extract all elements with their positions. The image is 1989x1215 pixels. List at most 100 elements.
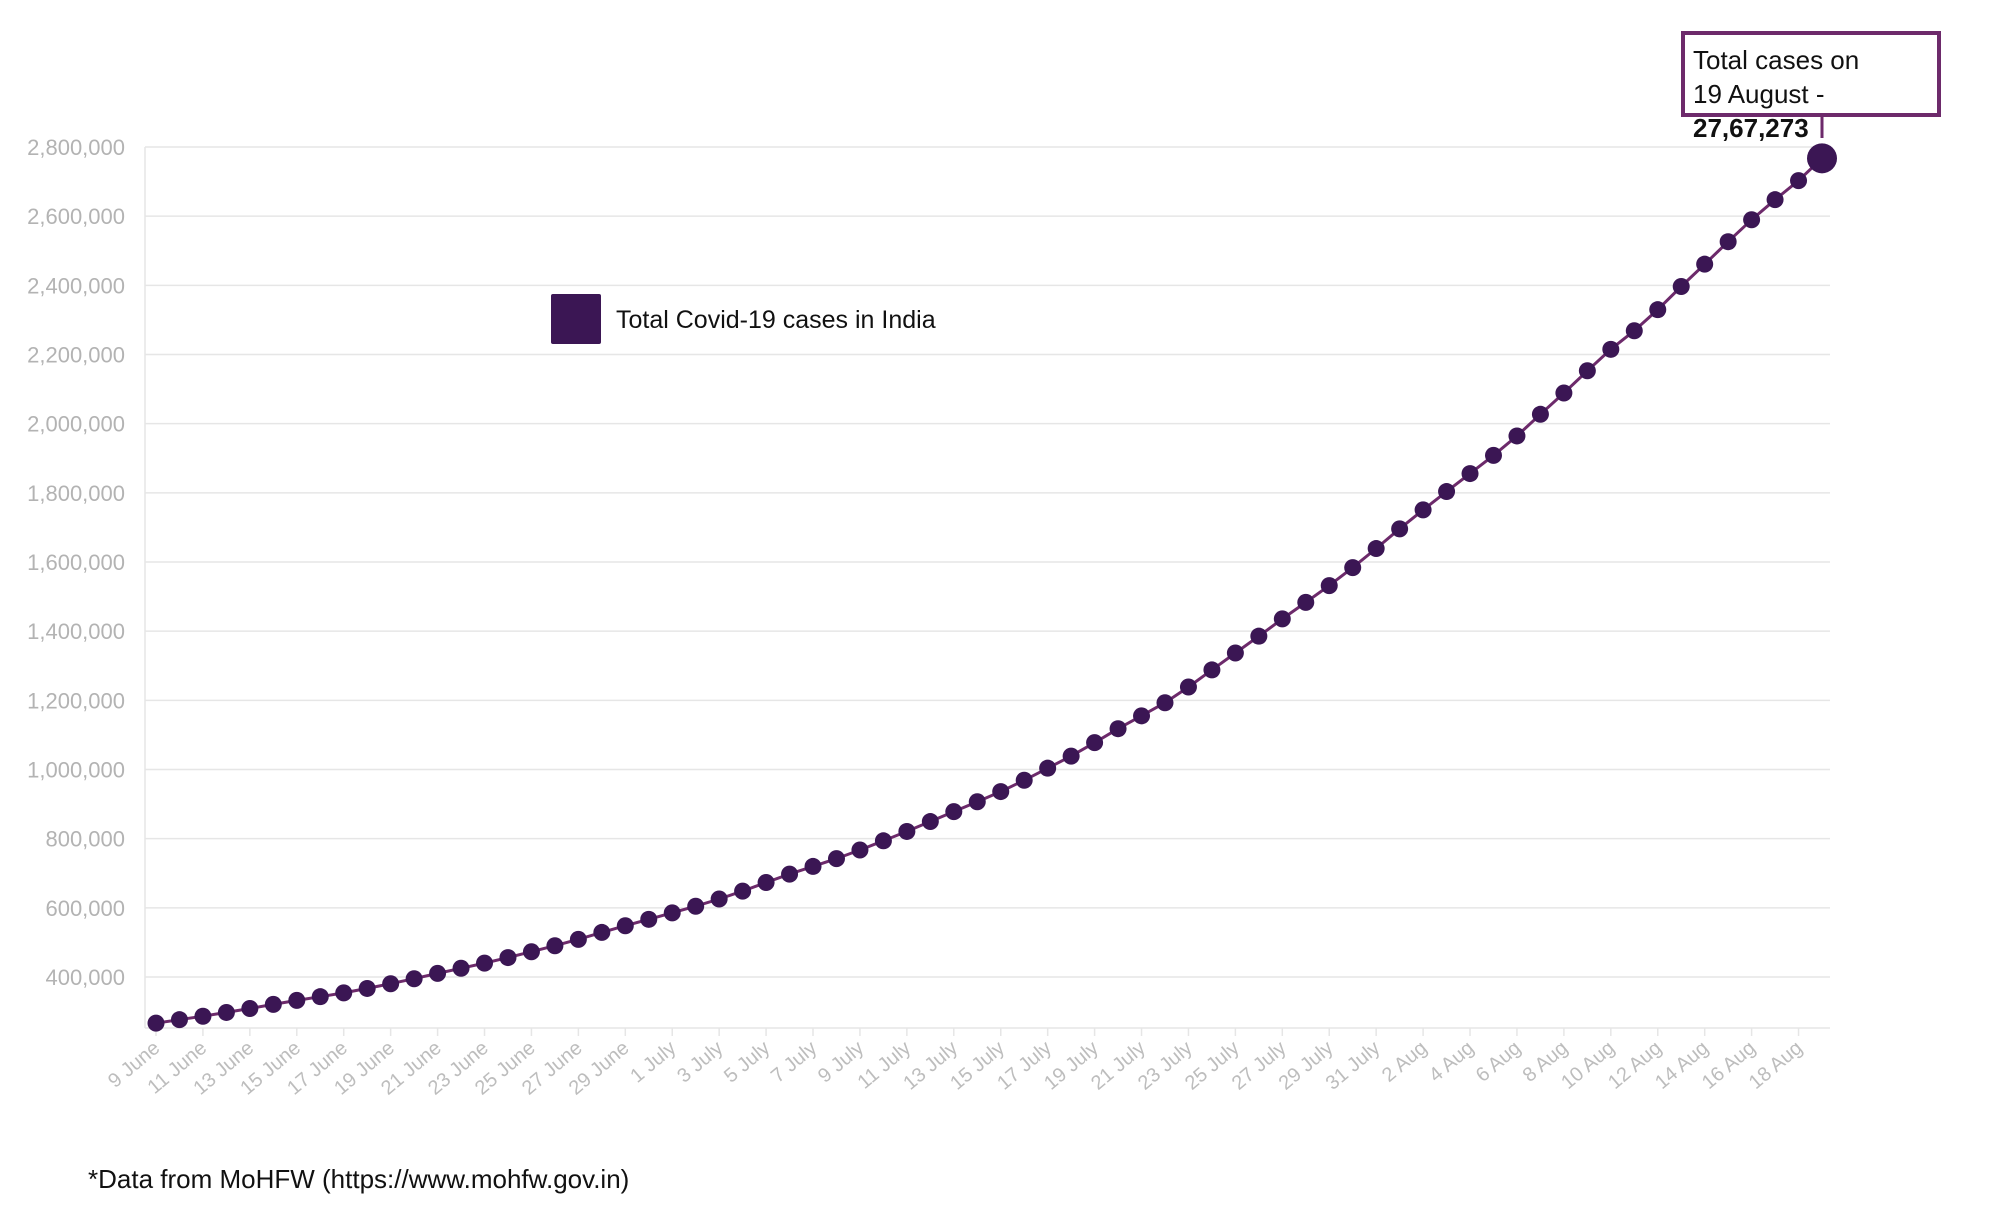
data-point bbox=[921, 813, 939, 831]
data-point bbox=[1555, 384, 1573, 402]
x-tick-label: 18 Aug bbox=[1745, 1037, 1807, 1094]
x-tick-label: 6 Aug bbox=[1472, 1037, 1525, 1087]
data-point bbox=[1508, 427, 1526, 445]
data-point bbox=[1719, 233, 1737, 251]
data-point bbox=[851, 841, 869, 859]
data-point bbox=[147, 1014, 165, 1032]
data-point bbox=[710, 890, 728, 908]
data-point bbox=[241, 1000, 259, 1018]
data-point bbox=[170, 1011, 188, 1029]
source-note: *Data from MoHFW (https://www.mohfw.gov.… bbox=[88, 1164, 630, 1194]
legend: Total Covid-19 cases in India bbox=[551, 294, 936, 344]
data-point bbox=[1039, 759, 1057, 777]
x-tick-label: 16 Aug bbox=[1698, 1037, 1760, 1094]
y-tick-label: 2,400,000 bbox=[27, 273, 125, 298]
data-point bbox=[1156, 694, 1174, 712]
data-point bbox=[429, 964, 447, 982]
y-tick-label: 400,000 bbox=[45, 965, 125, 990]
y-tick-label: 2,800,000 bbox=[27, 135, 125, 160]
data-point bbox=[1297, 593, 1315, 611]
callout-value: 27,67,273 bbox=[1693, 113, 1809, 143]
y-tick-label: 600,000 bbox=[45, 896, 125, 921]
data-point bbox=[898, 822, 916, 840]
data-point bbox=[546, 937, 564, 955]
data-point bbox=[874, 832, 892, 850]
grid bbox=[144, 146, 1830, 1029]
data-point bbox=[1696, 255, 1714, 273]
y-tick-label: 1,200,000 bbox=[27, 688, 125, 713]
data-point bbox=[1344, 559, 1362, 577]
data-point bbox=[827, 850, 845, 868]
data-point bbox=[1273, 610, 1291, 628]
data-point bbox=[405, 970, 423, 988]
data-point-highlight bbox=[1807, 143, 1837, 174]
y-tick-label: 1,600,000 bbox=[27, 550, 125, 575]
callout-date: 19 August - bbox=[1693, 79, 1825, 109]
x-tick-label: 12 Aug bbox=[1604, 1037, 1666, 1094]
data-point bbox=[1414, 501, 1432, 519]
callout-line1: Total cases on bbox=[1693, 45, 1860, 75]
data-point bbox=[476, 954, 494, 972]
data-point bbox=[734, 882, 752, 900]
data-point bbox=[1226, 644, 1244, 662]
data-point bbox=[452, 959, 470, 977]
data-point bbox=[1179, 678, 1197, 696]
data-point bbox=[1790, 172, 1808, 190]
data-point bbox=[1015, 771, 1033, 789]
series-line bbox=[155, 157, 1824, 1025]
x-tick-label: 7 July bbox=[767, 1037, 821, 1087]
data-point bbox=[1625, 322, 1643, 340]
data-point bbox=[1109, 720, 1127, 738]
data-point bbox=[1250, 627, 1268, 645]
data-point bbox=[1531, 405, 1549, 423]
data-point bbox=[804, 857, 822, 875]
data-point bbox=[1320, 577, 1338, 595]
data-point bbox=[264, 995, 282, 1013]
data-point bbox=[1367, 540, 1385, 558]
y-tick-label: 2,600,000 bbox=[27, 204, 125, 229]
data-point bbox=[522, 943, 540, 961]
data-point bbox=[311, 988, 329, 1006]
data-point bbox=[757, 874, 775, 892]
x-tick-label: 5 July bbox=[720, 1037, 774, 1087]
data-point bbox=[616, 917, 634, 935]
data-point bbox=[687, 897, 705, 915]
x-tick-label: 1 July bbox=[626, 1037, 680, 1087]
data-point bbox=[194, 1007, 212, 1025]
y-tick-label: 2,200,000 bbox=[27, 343, 125, 368]
data-point bbox=[945, 803, 963, 821]
data-point bbox=[593, 923, 611, 941]
data-point bbox=[1086, 734, 1104, 752]
data-point bbox=[217, 1003, 235, 1021]
callout-line2: 19 August - 27,67,273 bbox=[1693, 77, 1929, 145]
data-point bbox=[382, 975, 400, 993]
y-tick-label: 1,400,000 bbox=[27, 619, 125, 644]
data-point bbox=[569, 930, 587, 948]
data-point bbox=[1438, 483, 1456, 501]
legend-label: Total Covid-19 cases in India bbox=[616, 306, 936, 334]
callout-box: Total cases on 19 August - 27,67,273 bbox=[1681, 31, 1941, 143]
data-point bbox=[1133, 707, 1151, 725]
data-point bbox=[1062, 747, 1080, 765]
x-tick-label: 14 Aug bbox=[1651, 1037, 1713, 1094]
y-tick-label: 800,000 bbox=[45, 827, 125, 852]
data-point bbox=[288, 991, 306, 1009]
data-point bbox=[1602, 340, 1620, 358]
data-point bbox=[335, 984, 353, 1002]
data-point bbox=[1672, 278, 1690, 296]
y-tick-label: 2,000,000 bbox=[27, 412, 125, 437]
series-total-cases bbox=[147, 143, 1837, 1032]
y-tick-label: 1,000,000 bbox=[27, 758, 125, 783]
x-tick-label: 2 Aug bbox=[1378, 1037, 1431, 1087]
x-tick-label: 4 Aug bbox=[1425, 1037, 1478, 1087]
data-point bbox=[781, 865, 799, 883]
data-point bbox=[1391, 520, 1409, 538]
data-point bbox=[1743, 211, 1761, 229]
x-tick-label: 31 July bbox=[1322, 1037, 1385, 1095]
data-point bbox=[1461, 465, 1479, 483]
legend-swatch bbox=[551, 294, 601, 344]
data-point bbox=[992, 783, 1010, 801]
